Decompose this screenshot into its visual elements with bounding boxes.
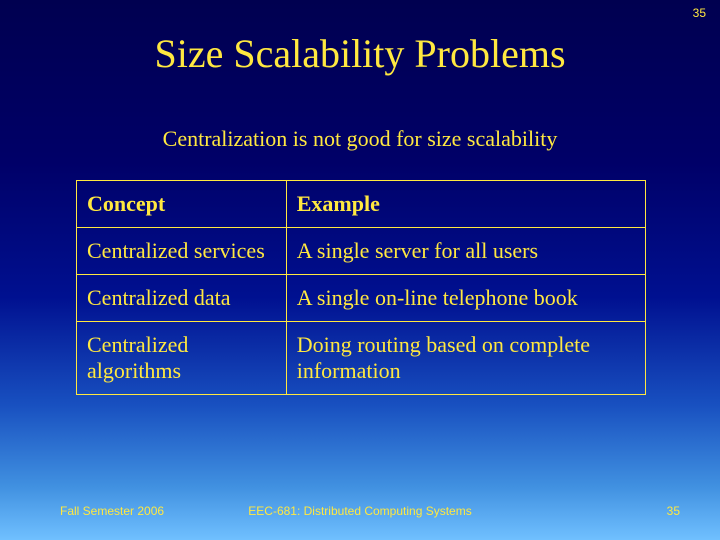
- slide-title: Size Scalability Problems: [0, 30, 720, 77]
- table-cell: A single server for all users: [286, 228, 645, 275]
- table-row: Centralized data A single on-line teleph…: [77, 275, 646, 322]
- table-header-cell: Concept: [77, 181, 287, 228]
- footer-center: EEC-681: Distributed Computing Systems: [0, 504, 720, 518]
- table-row: Centralized algorithms Doing routing bas…: [77, 322, 646, 395]
- table-cell: Doing routing based on complete informat…: [286, 322, 645, 395]
- slide-number-top: 35: [693, 6, 706, 20]
- footer-right-slide-number: 35: [667, 504, 680, 518]
- table-row: Centralized services A single server for…: [77, 228, 646, 275]
- table-cell: Centralized data: [77, 275, 287, 322]
- table-header-row: Concept Example: [77, 181, 646, 228]
- table-cell: Centralized algorithms: [77, 322, 287, 395]
- slide: 35 Size Scalability Problems Centralizat…: [0, 0, 720, 540]
- slide-subtitle: Centralization is not good for size scal…: [0, 126, 720, 152]
- table-cell: Centralized services: [77, 228, 287, 275]
- table-header-cell: Example: [286, 181, 645, 228]
- concept-table: Concept Example Centralized services A s…: [76, 180, 646, 395]
- table-cell: A single on-line telephone book: [286, 275, 645, 322]
